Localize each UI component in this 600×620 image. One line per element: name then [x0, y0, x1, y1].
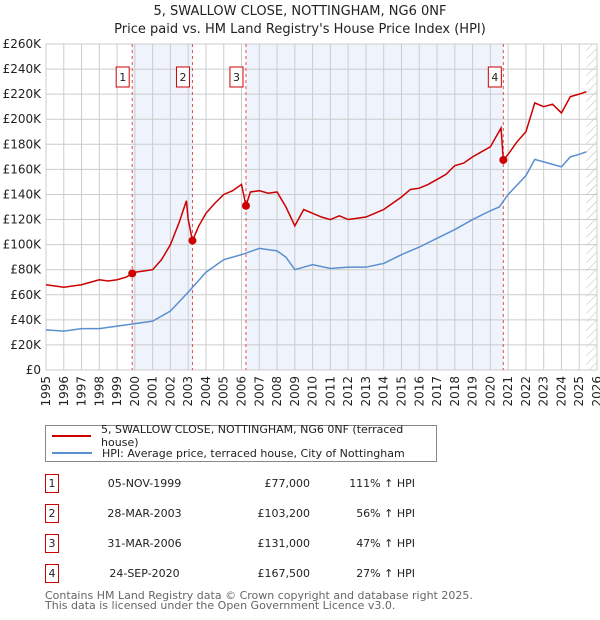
sale-date: 31-MAR-2006 — [107, 537, 182, 550]
legend-swatch-property — [52, 435, 92, 437]
y-tick-label: £80K — [10, 263, 42, 277]
legend-label-hpi: HPI: Average price, terraced house, City… — [102, 446, 405, 460]
sale-point — [499, 155, 508, 164]
x-tick-label: 2006 — [235, 376, 249, 407]
sale-row: 3 31-MAR-2006 £131,000 47% ↑ HPI — [45, 534, 465, 554]
sale-hpi-change: 56% ↑ HPI — [356, 507, 415, 520]
sale-price: £131,000 — [257, 537, 311, 550]
x-tick-label: 2012 — [341, 376, 355, 407]
x-tick-label: 2021 — [501, 376, 515, 407]
x-tick-label: 1999 — [110, 376, 124, 407]
y-tick-label: £100K — [3, 238, 43, 252]
y-tick-label: £20K — [10, 338, 42, 352]
x-tick-label: 2025 — [572, 376, 586, 407]
x-tick-label: 2015 — [394, 376, 408, 407]
x-tick-label: 2003 — [181, 376, 195, 407]
sale-number-box: 3 — [45, 534, 59, 553]
plot-frame — [45, 43, 598, 371]
x-tick-label: 2001 — [146, 376, 160, 407]
sale-point — [241, 201, 250, 210]
sale-date: 24-SEP-2020 — [109, 567, 180, 580]
x-tick-label: 2023 — [537, 376, 551, 407]
sale-label: 4 — [491, 71, 498, 84]
y-tick-label: £260K — [3, 37, 43, 51]
x-tick-label: 2004 — [199, 376, 213, 407]
x-tick-label: 2024 — [554, 376, 568, 407]
x-tick-label: 2000 — [128, 376, 142, 407]
x-tick-label: 2019 — [466, 376, 480, 407]
x-tick-label: 2017 — [430, 376, 444, 407]
x-tick-label: 2008 — [270, 376, 284, 407]
sale-date: 05-NOV-1999 — [107, 477, 182, 490]
shaded-period — [132, 44, 193, 370]
legend-label-property: 5, SWALLOW CLOSE, NOTTINGHAM, NG6 0NF (t… — [101, 423, 404, 449]
y-tick-label: £160K — [3, 162, 43, 176]
sale-number-box: 4 — [45, 564, 59, 583]
sale-price: £77,000 — [264, 477, 311, 490]
sale-label-box — [487, 66, 502, 88]
legend-swatch-hpi — [52, 452, 92, 454]
x-tick-label: 2018 — [448, 376, 462, 407]
sale-label: 2 — [179, 71, 186, 84]
y-tick-label: £240K — [3, 62, 43, 76]
y-tick-label: £0 — [26, 363, 41, 377]
x-tick-label: 2010 — [306, 376, 320, 407]
x-tick-label: 1997 — [75, 376, 89, 407]
sale-price: £167,500 — [257, 567, 311, 580]
x-tick-label: 2005 — [217, 376, 231, 407]
forecast-hatch — [586, 44, 597, 370]
hpi-line — [45, 151, 587, 332]
x-tick-label: 2013 — [359, 376, 373, 407]
sale-point — [188, 236, 197, 245]
price-chart: £0 £20K £40K £60K £80K £100K £120K £140K £160K £1… — [3, 37, 600, 407]
footer-copyright: Contains HM Land Registry data © Crown c… — [45, 589, 473, 602]
sale-label-box — [229, 66, 244, 88]
x-tick-label: 2014 — [377, 376, 391, 407]
sale-label-box — [115, 66, 130, 88]
x-tick-label: 2007 — [252, 376, 266, 407]
sale-date: 28-MAR-2003 — [107, 507, 182, 520]
y-tick-label: £220K — [3, 87, 43, 101]
x-tick-label: 2002 — [163, 376, 177, 407]
sale-label: 3 — [233, 71, 240, 84]
x-tick-label: 2020 — [483, 376, 497, 407]
sale-hpi-change: 27% ↑ HPI — [356, 567, 415, 580]
y-tick-label: £200K — [3, 112, 43, 126]
x-tick-label: 2011 — [323, 376, 337, 407]
y-tick-label: £140K — [3, 187, 43, 201]
x-tick-label: 2026 — [590, 376, 600, 407]
sale-row: 2 28-MAR-2003 £103,200 56% ↑ HPI — [45, 504, 465, 524]
x-tick-label: 2016 — [412, 376, 426, 407]
shaded-period — [245, 44, 504, 370]
sale-label: 1 — [119, 71, 126, 84]
x-tick-label: 1996 — [57, 376, 71, 407]
sale-row: 4 24-SEP-2020 £167,500 27% ↑ HPI — [45, 564, 465, 584]
sale-hpi-change: 111% ↑ HPI — [349, 477, 415, 490]
y-tick-label: £180K — [3, 137, 43, 151]
x-tick-label: 2009 — [288, 376, 302, 407]
y-tick-label: £60K — [10, 288, 42, 302]
sale-number-box: 1 — [45, 474, 59, 493]
y-tick-label: £40K — [10, 313, 42, 327]
chart-title: 5, SWALLOW CLOSE, NOTTINGHAM, NG6 0NF — [153, 4, 447, 19]
y-tick-label: £120K — [3, 213, 43, 227]
chart-subtitle: Price paid vs. HM Land Registry's House … — [114, 22, 486, 37]
x-tick-label: 1998 — [92, 376, 106, 407]
sale-point — [128, 269, 137, 278]
x-tick-label: 1995 — [39, 376, 53, 407]
sale-number-box: 2 — [45, 504, 59, 523]
x-tick-label: 2022 — [519, 376, 533, 407]
sale-hpi-change: 47% ↑ HPI — [356, 537, 415, 550]
sale-row: 1 05-NOV-1999 £77,000 111% ↑ HPI — [45, 474, 465, 494]
sale-label-box — [175, 66, 190, 88]
sale-price: £103,200 — [257, 507, 311, 520]
footer-licence: This data is licensed under the Open Gov… — [45, 599, 396, 612]
legend: 5, SWALLOW CLOSE, NOTTINGHAM, NG6 0NF (t… — [45, 423, 437, 462]
